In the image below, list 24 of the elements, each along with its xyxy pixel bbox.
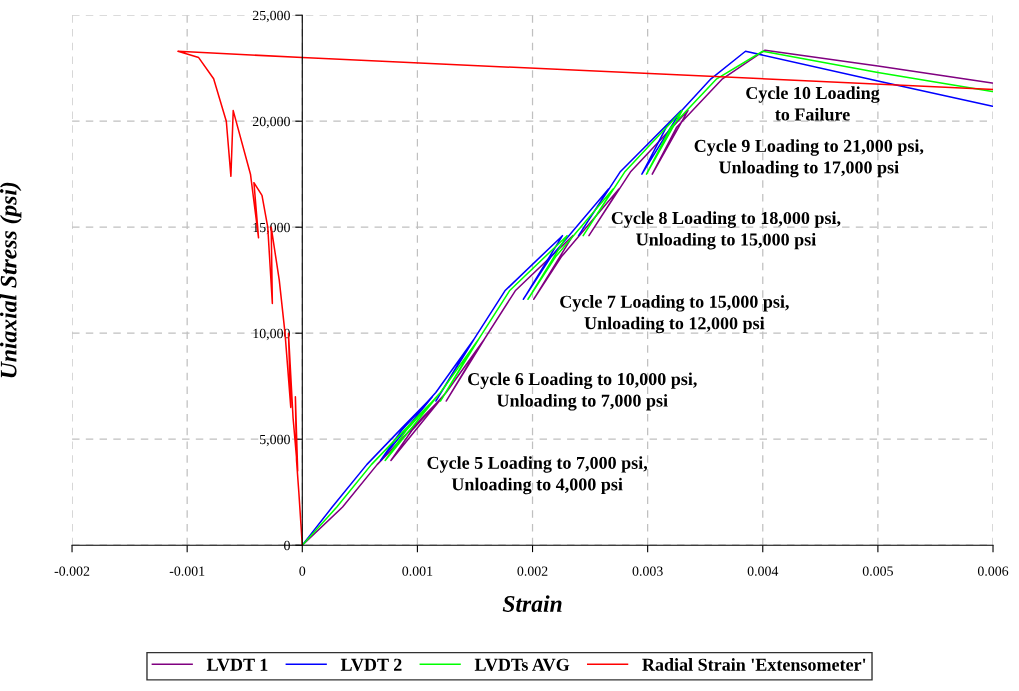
annotation: Cycle 5 Loading to 7,000 psi, Unloading to 4,000 psi	[427, 456, 648, 495]
y-tick-label: 20,000	[252, 116, 290, 129]
annotation: Cycle 6 Loading to 10,000 psi, Unloading to 7,000 psi	[468, 372, 697, 411]
x-tick-label: 0.003	[632, 566, 663, 576]
annotation: Cycle 9 Loading to 21,000 psi, Unloading to 17,000 psi	[694, 139, 924, 178]
y-tick-label: 5,000	[260, 434, 290, 447]
x-tick-label: 0	[299, 566, 306, 576]
x-tick-label: -0.001	[169, 566, 205, 576]
x-axis-title: Strain	[502, 595, 562, 612]
x-tick-label: -0.002	[54, 566, 90, 576]
x-tick-label: 0.004	[747, 566, 779, 576]
y-axis-title: Uniaxial Stress (psi)	[0, 182, 22, 378]
x-tick-label: 0.002	[517, 566, 548, 576]
y-tick-label: 25,000	[252, 10, 290, 23]
legend-label: LVDT 1	[206, 658, 268, 671]
annotation: Cycle 10 Loading to Failure	[746, 86, 880, 121]
annotation: Cycle 7 Loading to 15,000 psi, Unloading to 12,000 psi	[560, 295, 789, 334]
legend-label: LVDT 2	[340, 658, 402, 671]
x-tick-label: 0.006	[977, 566, 1009, 576]
legend-label: LVDTs AVG	[474, 658, 570, 671]
annotation: Cycle 8 Loading to 18,000 psi, Unloading to 15,000 psi	[611, 211, 841, 250]
x-tick-label: 0.001	[402, 566, 433, 576]
legend-label: Radial Strain 'Extensometer'	[642, 658, 866, 671]
x-tick-label: 0.005	[862, 566, 893, 576]
